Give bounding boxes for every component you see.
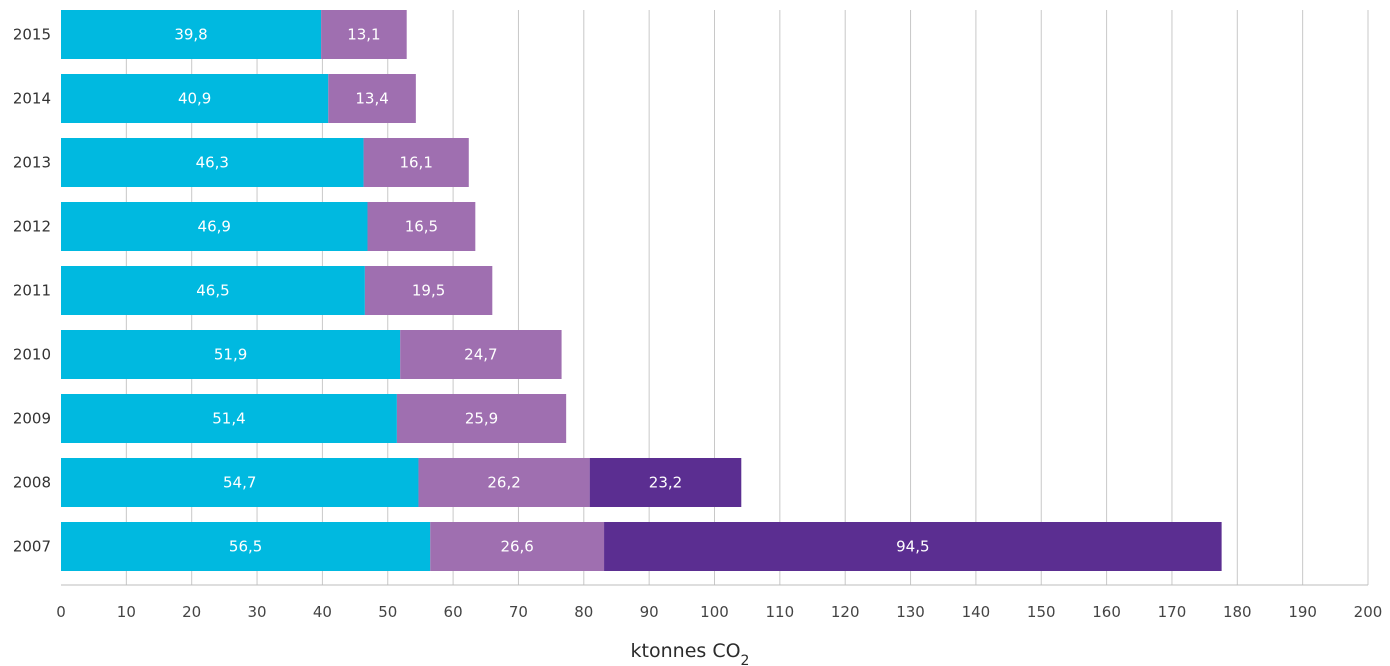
value-label: 94,5	[896, 538, 929, 556]
x-tick-label: 0	[56, 603, 66, 621]
bar-segment	[367, 202, 476, 251]
x-tick-label: 90	[640, 603, 659, 621]
value-label: 13,1	[347, 26, 380, 44]
x-tick-label: 110	[766, 603, 795, 621]
x-tick-label: 50	[378, 603, 397, 621]
category-label: 2011	[13, 282, 51, 300]
x-tick-label: 180	[1223, 603, 1252, 621]
value-label: 26,6	[500, 538, 533, 556]
value-label: 51,9	[214, 346, 247, 364]
category-label: 2013	[13, 154, 51, 172]
bar-segment	[364, 266, 493, 315]
x-tick-label: 190	[1288, 603, 1317, 621]
bar-segment	[328, 74, 416, 123]
gridlines	[125, 10, 1369, 585]
bar-segment	[61, 394, 397, 443]
x-tick-labels: 0 10 20 30 40 50 60 70 80 90 100 110 120 130 140 150 160…	[56, 603, 1382, 621]
value-label: 23,2	[649, 474, 682, 492]
x-tick-label: 30	[248, 603, 267, 621]
value-labels: 39,8 13,1 40,9 13,4 46,3 16,1 46,9 16,5 46,5 19,5…	[174, 26, 929, 556]
value-label: 39,8	[174, 26, 207, 44]
value-label: 40,9	[178, 90, 211, 108]
x-tick-label: 40	[313, 603, 332, 621]
x-tick-label: 120	[831, 603, 860, 621]
bar-segment	[61, 74, 329, 123]
bar-segment	[61, 522, 431, 571]
value-label: 56,5	[229, 538, 262, 556]
bar-segment	[418, 458, 590, 507]
value-label: 51,4	[212, 410, 245, 428]
x-axis-title: ktonnes CO2	[631, 640, 750, 666]
category-label: 2012	[13, 218, 51, 236]
bar-segment	[430, 522, 605, 571]
x-axis-title-subscript: 2	[741, 653, 750, 666]
bar-segment	[61, 10, 322, 59]
bar-segment	[589, 458, 742, 507]
bar-segment	[61, 266, 365, 315]
x-tick-label: 150	[1027, 603, 1056, 621]
bar-segment	[396, 394, 567, 443]
value-label: 46,3	[196, 154, 229, 172]
x-tick-label: 160	[1092, 603, 1121, 621]
category-label: 2014	[13, 90, 51, 108]
x-tick-label: 10	[117, 603, 136, 621]
value-label: 24,7	[464, 346, 497, 364]
x-tick-label: 70	[509, 603, 528, 621]
bar-segment	[61, 138, 364, 187]
x-axis-title-text: ktonnes CO	[631, 640, 741, 662]
value-label: 54,7	[223, 474, 256, 492]
value-label: 16,5	[405, 218, 438, 236]
category-label: 2008	[13, 474, 51, 492]
bar-segment	[604, 522, 1222, 571]
x-tick-label: 200	[1354, 603, 1383, 621]
x-tick-label: 130	[896, 603, 925, 621]
value-label: 26,2	[487, 474, 520, 492]
value-label: 25,9	[465, 410, 498, 428]
x-tick-label: 60	[444, 603, 463, 621]
category-label: 2015	[13, 26, 51, 44]
x-tick-label: 170	[1158, 603, 1187, 621]
bar-segment	[61, 458, 419, 507]
x-tick-label: 100	[700, 603, 729, 621]
value-label: 46,5	[196, 282, 229, 300]
bar-segment	[61, 330, 401, 379]
category-label: 2009	[13, 410, 51, 428]
bars	[61, 10, 1222, 571]
category-labels: 2015 2014 2013 2012 2011 2010 2009 2008 2007	[13, 26, 51, 556]
bar-segment	[61, 202, 368, 251]
x-tick-label: 140	[962, 603, 991, 621]
value-label: 16,1	[399, 154, 432, 172]
bar-segment	[400, 330, 562, 379]
value-label: 19,5	[412, 282, 445, 300]
value-label: 46,9	[198, 218, 231, 236]
value-label: 13,4	[355, 90, 388, 108]
x-tick-label: 80	[574, 603, 593, 621]
category-label: 2007	[13, 538, 51, 556]
category-label: 2010	[13, 346, 51, 364]
bar-segment	[321, 10, 407, 59]
bar-segment	[363, 138, 469, 187]
x-tick-label: 20	[182, 603, 201, 621]
